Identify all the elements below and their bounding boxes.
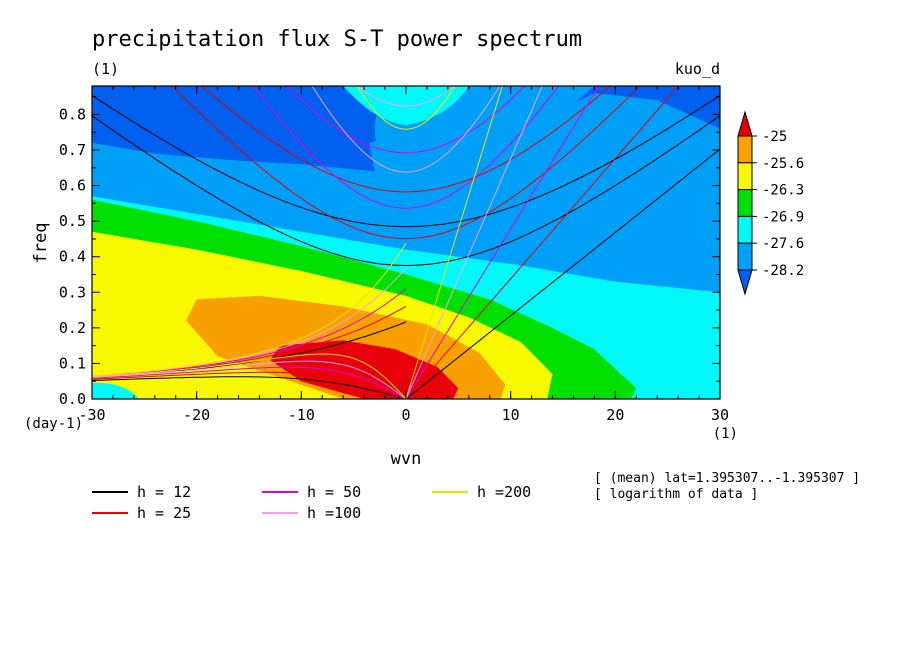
y-tick-label: 0.8: [59, 105, 86, 123]
kelvin-wave-curve: [405, 86, 600, 399]
title-units: (1): [92, 60, 119, 78]
contour-band: [92, 382, 140, 399]
y-tick-label: 0.2: [59, 319, 86, 337]
y-tick-label: 0.7: [59, 141, 86, 159]
rossby-wave-curve: [92, 371, 407, 399]
colorbar-swatch: [737, 162, 753, 191]
colorbar-swatch: [737, 242, 753, 271]
x-axis-units: (1): [713, 426, 738, 442]
x-axis-label: wvn: [391, 449, 422, 469]
colorbar-level-label: -26.9: [762, 209, 804, 225]
colorbar-level-label: -28.2: [762, 263, 804, 279]
y-tick-label: 0.1: [59, 354, 86, 372]
colorbar-swatch: [737, 215, 753, 244]
note-mean-lat: [ (mean) lat=1.395307..-1.395307 ]: [594, 471, 860, 486]
legend-label: h =200: [477, 483, 531, 501]
inertia-gravity-curve: [252, 86, 560, 209]
inertia-gravity-curve: [200, 86, 612, 193]
y-axis-label: freq: [31, 223, 51, 264]
x-tick-label: 10: [502, 406, 520, 424]
plot-area: [92, 86, 720, 399]
y-tick-label: 0.0: [59, 390, 86, 408]
legend-label: h = 50: [307, 483, 361, 501]
colorbar-level-label: -25: [762, 129, 787, 145]
colorbar-swatch: [737, 135, 753, 164]
y-tick-label: 0.3: [59, 283, 86, 301]
kelvin-wave-curve: [405, 86, 543, 399]
note-logarithm: [ logarithm of data ]: [594, 487, 758, 502]
colorbar-level-label: -27.6: [762, 236, 804, 252]
x-tick-label: 20: [606, 406, 624, 424]
y-tick-label: 0.6: [59, 177, 86, 195]
colorbar-swatch: [737, 189, 753, 217]
x-axis: -30 -20 -10 0 10 20 30: [78, 86, 729, 424]
contour-fills: [92, 86, 720, 399]
colorbar-top-arrow: [737, 110, 753, 137]
inertia-gravity-curve: [357, 86, 455, 107]
colorbar-bottom-arrow: [737, 269, 753, 296]
x-tick-label: 30: [711, 406, 729, 424]
dispersion-curves: [92, 86, 720, 399]
contour-band: [343, 86, 469, 126]
rossby-wave-curve: [92, 360, 407, 399]
kelvin-wave-curve: [405, 86, 503, 399]
x-tick-label: -30: [78, 406, 105, 424]
y-axis: 0.0 0.1 0.2 0.3 0.4 0.5 0.6 0.7 0.8: [59, 96, 720, 408]
colorbar-level-label: -26.3: [762, 183, 804, 199]
kelvin-wave-curve: [405, 148, 720, 399]
chart-title: precipitation flux S-T power spectrum: [92, 27, 582, 52]
model-label: kuo_d: [675, 60, 720, 78]
legend-label: h = 12: [137, 483, 191, 501]
inertia-gravity-curve: [92, 115, 720, 267]
y-tick-label: 0.4: [59, 248, 86, 266]
x-tick-label: -10: [288, 406, 315, 424]
legend: h = 12 h = 25 h = 50 h =100 h =200: [92, 483, 531, 522]
y-axis-units: (day-1): [24, 416, 83, 432]
rossby-wave-curve: [92, 353, 407, 399]
inertia-gravity-curve: [311, 86, 501, 173]
x-tick-label: 0: [401, 406, 410, 424]
y-tick-label: 0.5: [59, 212, 86, 230]
legend-label: h = 25: [137, 504, 191, 522]
kelvin-wave-curve: [405, 86, 680, 399]
rossby-wave-curve: [92, 366, 407, 399]
inertia-gravity-curve: [356, 86, 456, 130]
x-tick-label: -20: [183, 406, 210, 424]
colorbar: -25 -25.6 -26.3 -26.9 -27.6 -28.2: [737, 110, 804, 296]
inertia-gravity-curve: [171, 86, 641, 240]
legend-label: h =100: [307, 504, 361, 522]
rossby-wave-curve: [92, 376, 407, 399]
contour-band: [269, 340, 459, 399]
inertia-gravity-curve: [286, 86, 526, 154]
mixed-rossby-gravity-curve: [92, 242, 407, 377]
colorbar-level-label: -25.6: [762, 156, 804, 172]
